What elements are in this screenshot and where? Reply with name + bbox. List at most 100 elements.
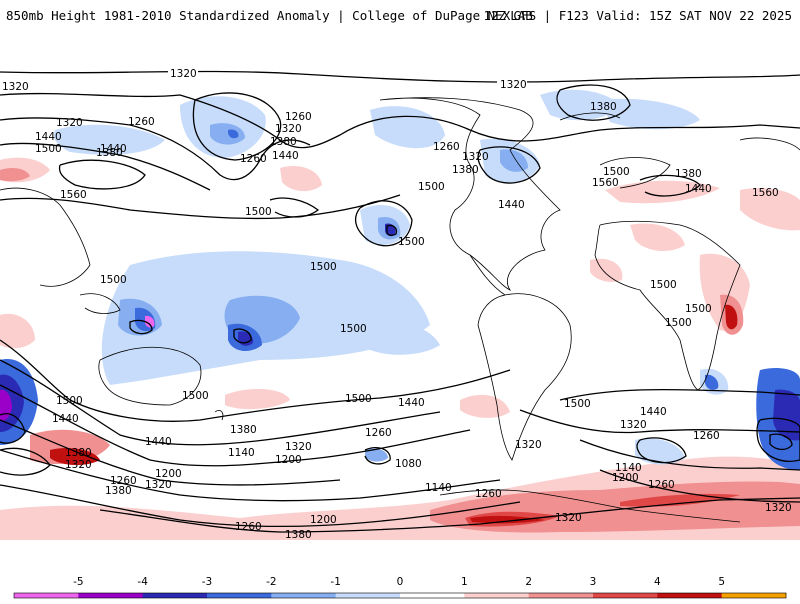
colorbar-segment [271,593,337,598]
colorbar-segment [14,593,79,598]
contour-label: 1500 [398,236,425,248]
contour-label: 1320 [65,459,92,471]
header: 850mb Height 1981-2010 Standardized Anom… [0,0,800,30]
contour-label: 1500 [310,261,337,273]
contour-label: 1440 [272,150,299,162]
map-panel[interactable]: 1320 1320 1320 1320 1320 1320 1320 1320 … [0,40,800,558]
contour-label: 1380 [65,447,92,459]
run-info: 12Z GFS | F123 Valid: 15Z SAT NOV 22 202… [483,8,792,23]
contour-label: 1320 [515,439,542,451]
contour-label: 1380 [230,424,257,436]
colorbar-segment [593,593,658,598]
colorbar-tick-label: 4 [654,576,661,588]
colorbar: -5 -4 -3 -2 -1 0 1 2 3 4 5 [0,565,800,600]
colorbar-segment [657,593,723,598]
anomaly-map: 1320 1320 1320 1320 1320 1320 1320 1320 … [0,40,800,558]
contour-label: 1320 [145,479,172,491]
contour-label: 1320 [620,419,647,431]
contour-label: 1260 [240,153,267,165]
colorbar-segment [400,593,465,598]
contour-label: 1440 [640,406,667,418]
contour-label: 1500 [418,181,445,193]
map-title: 850mb Height 1981-2010 Standardized Anom… [6,8,533,23]
contour-label: 1440 [100,143,127,155]
colorbar-tick-label: -3 [202,576,212,588]
colorbar-tick-label: -1 [330,576,340,588]
colorbar-tick-label: 5 [718,576,725,588]
colorbar-tick-label: 3 [590,576,597,588]
colorbar-tick-label: 2 [525,576,532,588]
contour-label: 1500 [564,398,591,410]
contour-label: 1500 [650,279,677,291]
contour-label: 1440 [398,397,425,409]
contour-label: 1200 [612,472,639,484]
contour-label: 1200 [275,454,302,466]
contour-label: 1440 [52,413,79,425]
contour-label: 1500 [100,274,127,286]
contour-label: 1320 [500,79,527,91]
colorbar-segment [78,593,144,598]
contour-labels: 1320 1320 1320 1320 1320 1320 1320 1320 … [0,67,792,541]
contour-label: 1500 [345,393,372,405]
contour-label: 1320 [765,502,792,514]
contour-label: 1500 [340,323,367,335]
contour-label: 1260 [285,111,312,123]
colorbar-segment [464,593,530,598]
contour-label: 1200 [310,514,337,526]
colorbar-tick-label: -4 [137,576,148,588]
height-contours [0,70,800,533]
contour-label: 1560 [752,187,779,199]
contour-label: 1560 [60,189,87,201]
contour-label: 1320 [462,151,489,163]
contour-label: 1440 [685,183,712,195]
contour-label: 1380 [285,529,312,541]
contour-label: 1320 [275,123,302,135]
colorbar-segment [207,593,272,598]
contour-label: 1320 [555,512,582,524]
colorbar-segment [335,593,401,598]
contour-label: 1080 [395,458,422,470]
contour-label: 1320 [2,81,29,93]
contour-label: 1260 [235,521,262,533]
colorbar-tick-label: 1 [461,576,468,588]
contour-label: 1500 [245,206,272,218]
contour-label: 1260 [128,116,155,128]
contour-label: 1140 [228,447,255,459]
colorbar-segment [528,593,594,598]
contour-label: 1380 [96,147,123,159]
contour-label: 1260 [365,427,392,439]
contour-label: 1380 [105,485,132,497]
contour-label: 1260 [693,430,720,442]
contour-label: 1320 [285,441,312,453]
contour-label: 1320 [56,117,83,129]
contour-label: 1260 [475,488,502,500]
colorbar-svg: -5 -4 -3 -2 -1 0 1 2 3 4 5 [13,576,787,599]
contour-label: 1380 [270,136,297,148]
contour-label: 1260 [433,141,460,153]
contour-label: 1380 [590,101,617,113]
contour-label: 1500 [35,143,62,155]
colorbar-tick-label: -2 [266,576,276,588]
contour-label: 1500 [182,390,209,402]
contour-label: 1200 [155,468,182,480]
contour-label: 1440 [145,436,172,448]
contour-label: 1500 [603,166,630,178]
contour-label: 1260 [648,479,675,491]
contour-label: 1320 [170,68,197,80]
colorbar-segment [142,593,208,598]
colorbar-outline [13,592,787,599]
contour-label: 1500 [685,303,712,315]
colorbar-tick-label: -5 [73,576,83,588]
colorbar-segment [721,593,787,598]
contour-label: 1500 [665,317,692,329]
contour-label: 1560 [592,177,619,189]
contour-label: 1140 [615,462,642,474]
contour-label: 1380 [675,168,702,180]
coastlines [0,97,800,523]
colorbar-tick-label: 0 [397,576,404,588]
contour-label: 1440 [498,199,525,211]
contour-label: 1380 [452,164,479,176]
contour-label: 1260 [110,475,137,487]
contour-label: 1140 [425,482,452,494]
contour-label: 1500 [56,395,83,407]
